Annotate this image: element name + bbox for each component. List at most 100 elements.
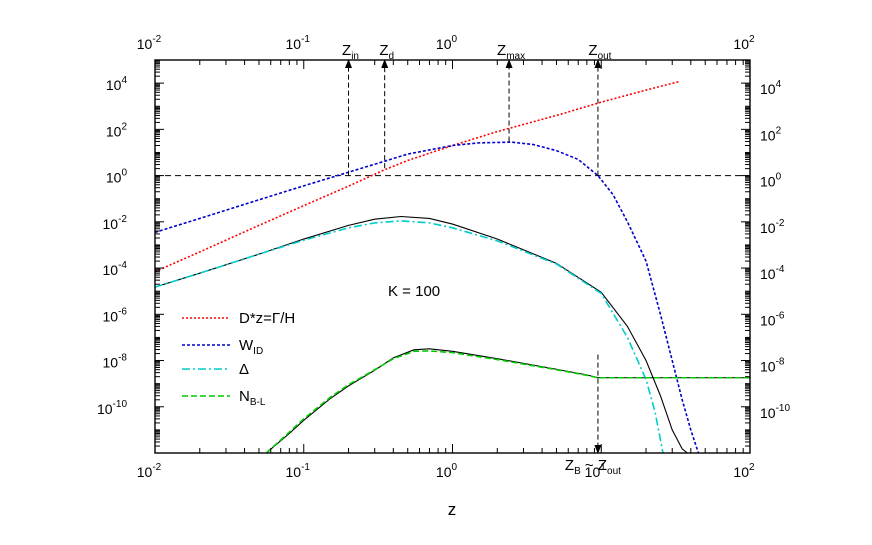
x-top-tick-label-0: 10-2 [137, 34, 162, 52]
y-right-tick-label-1-exp: -8 [776, 357, 785, 368]
x-top-tick-label-2-exp: 0 [452, 34, 458, 45]
marker-label-1: Zd [379, 42, 394, 62]
y-right-tick-label-2-exp: -6 [776, 310, 785, 321]
x-top-tick-label-0-exp: -2 [152, 34, 161, 45]
y-right-tick-label-0-exp: -10 [776, 403, 791, 414]
x-tick-label-3: 101 [585, 462, 607, 480]
y-tick-label-7: 104 [106, 75, 128, 93]
y-right-tick-label-6-base: 10 [760, 127, 776, 143]
x-tick-label-2-exp: 0 [452, 462, 458, 473]
marker-arrow-1 [381, 59, 389, 68]
marker-label-3: Zout [588, 42, 611, 62]
marker-label-1-base: Z [379, 42, 388, 59]
y-tick-label-2-base: 10 [103, 308, 119, 324]
x-tick-label-4-base: 10 [733, 464, 749, 480]
marker-arrow-2 [505, 59, 513, 68]
y-tick-label-0-base: 10 [97, 401, 113, 417]
marker-label-3-base: Z [588, 42, 597, 59]
marker-label-2: Zmax [497, 42, 525, 62]
x-tick-label-1-base: 10 [286, 464, 302, 480]
y-tick-label-4-base: 10 [103, 216, 119, 232]
x-top-tick-label-3: 102 [733, 34, 755, 52]
y-right-tick-label-1-base: 10 [760, 359, 776, 375]
y-right-tick-label-7: 104 [760, 79, 782, 97]
y-tick-label-2-exp: -6 [118, 306, 127, 317]
y-right-tick-label-7-exp: 4 [776, 79, 782, 90]
series-line-2 [155, 220, 664, 453]
y-tick-label-3-exp: -4 [118, 260, 127, 271]
data-series [155, 80, 750, 453]
marker-label-4-base2: Z [598, 457, 607, 474]
x-top-tick-label-2-base: 10 [436, 36, 452, 52]
legend-label-0: D*z=Γ/H [239, 310, 295, 327]
axis-ticks [154, 60, 750, 454]
y-tick-label-6-exp: 2 [121, 121, 127, 132]
y-right-tick-label-4-base: 10 [760, 220, 776, 236]
x-top-tick-label-0-base: 10 [137, 36, 153, 52]
y-tick-label-3: 10-4 [103, 260, 128, 278]
legend-label-1-main: W [239, 337, 254, 354]
y-right-tick-label-2: 10-6 [760, 310, 785, 328]
marker-arrow-4 [594, 445, 602, 454]
x-tick-label-4: 102 [733, 462, 755, 480]
y-right-tick-label-5-base: 10 [760, 174, 776, 190]
legend-label-3: NB-L [239, 388, 266, 408]
y-tick-label-7-exp: 4 [121, 75, 127, 86]
marker-label-2-base: Z [497, 42, 506, 59]
y-tick-label-6-base: 10 [106, 123, 122, 139]
y-right-tick-label-3-exp: -4 [776, 264, 785, 275]
marker-label-4: ZB ~ Zout [565, 457, 621, 477]
legend: D*z=Γ/H WID Δ NB-L [182, 310, 295, 408]
x-top-tick-label-1-base: 10 [286, 36, 302, 52]
y-right-tick-label-0-base: 10 [760, 405, 776, 421]
y-tick-label-5-base: 10 [106, 170, 122, 186]
marker-label-3-sub: out [598, 51, 612, 62]
y-tick-label-0: 10-10 [97, 399, 127, 417]
x-tick-label-3-exp: 1 [600, 462, 606, 473]
y-right-tick-label-4-exp: -2 [776, 218, 785, 229]
y-tick-label-6: 102 [106, 121, 128, 139]
k-annotation: K = 100 [388, 283, 440, 300]
x-tick-label-4-exp: 2 [749, 462, 755, 473]
x-tick-label-1-exp: -1 [301, 462, 310, 473]
y-right-tick-label-6: 102 [760, 125, 782, 143]
legend-label-1-sub: ID [253, 346, 263, 357]
marker-label-4-sub: B [574, 466, 581, 477]
y-tick-label-5: 100 [106, 168, 128, 186]
marker-label-4-sub2: out [607, 466, 621, 477]
x-top-tick-label-3-exp: 2 [749, 34, 755, 45]
y-right-tick-label-3: 10-4 [760, 264, 785, 282]
legend-label-3-sub: B-L [250, 397, 266, 408]
y-tick-label-1-exp: -8 [118, 353, 127, 364]
x-top-tick-label-3-base: 10 [733, 36, 749, 52]
x-axis-label: z [448, 500, 457, 519]
y-tick-label-4: 10-2 [103, 214, 128, 232]
marker-label-0-base: Z [342, 42, 351, 59]
x-tick-label-0-base: 10 [137, 464, 153, 480]
y-right-tick-label-5-exp: 0 [776, 172, 782, 183]
series-line-1 [155, 141, 700, 453]
legend-label-2: Δ [239, 361, 249, 378]
marker-arrow-3 [594, 59, 602, 68]
x-top-tick-label-1: 10-1 [286, 34, 311, 52]
y-right-tick-label-0: 10-10 [760, 403, 790, 421]
marker-label-4-mid: ~ [581, 457, 598, 474]
y-tick-label-0-exp: -10 [113, 399, 128, 410]
x-tick-label-1: 10-1 [286, 462, 311, 480]
y-right-tick-label-7-base: 10 [760, 81, 776, 97]
y-right-tick-label-4: 10-2 [760, 218, 785, 236]
marker-label-4-base: Z [565, 457, 574, 474]
x-tick-label-0-exp: -2 [152, 462, 161, 473]
marker-label-2-sub: max [506, 51, 525, 62]
legend-label-0-main: D*z=Γ/H [239, 310, 295, 327]
y-tick-label-5-exp: 0 [121, 168, 127, 179]
y-tick-label-3-base: 10 [103, 262, 119, 278]
y-right-tick-label-6-exp: 2 [776, 125, 782, 136]
x-top-tick-label-1-exp: -1 [301, 34, 310, 45]
series-line-4 [265, 348, 750, 453]
y-right-tick-label-3-base: 10 [760, 266, 776, 282]
x-tick-label-0: 10-2 [137, 462, 162, 480]
x-tick-label-2-base: 10 [436, 464, 452, 480]
